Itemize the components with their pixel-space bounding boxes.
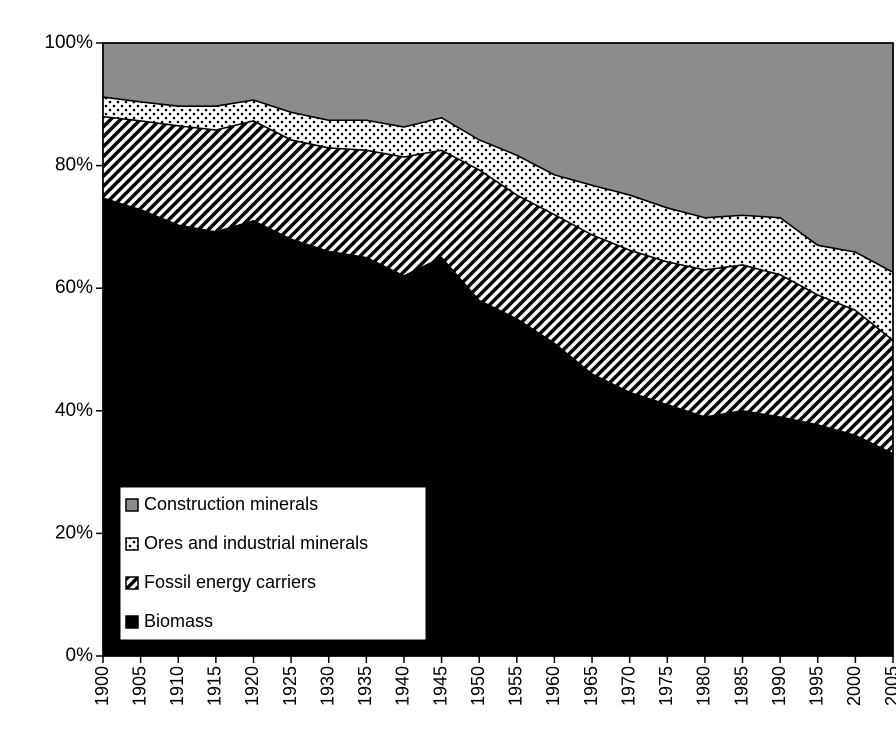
x-tick-label: 1905 <box>129 666 149 706</box>
x-tick-label: 2000 <box>844 666 864 706</box>
x-tick-label: 1980 <box>694 666 714 706</box>
legend-swatch <box>125 615 139 629</box>
y-tick-label: 60% <box>55 277 93 298</box>
x-tick-label: 1985 <box>731 666 751 706</box>
x-tick-label: 1930 <box>317 666 337 706</box>
x-tick-label: 1950 <box>468 666 488 706</box>
x-tick-label: 1975 <box>656 666 676 706</box>
x-tick-label: 1910 <box>167 666 187 706</box>
legend-label: Biomass <box>144 611 213 631</box>
legend-swatch <box>125 498 139 512</box>
legend-swatch <box>125 537 139 551</box>
legend-label: Construction minerals <box>144 494 318 514</box>
x-tick-label: 1920 <box>242 666 262 706</box>
x-tick-label: 1995 <box>807 666 827 706</box>
y-tick-label: 20% <box>55 522 93 543</box>
y-tick-label: 100% <box>44 32 93 53</box>
x-tick-label: 1960 <box>543 666 563 706</box>
x-tick-label: 1955 <box>506 666 526 706</box>
legend-label: Fossil energy carriers <box>144 572 316 592</box>
y-tick-label: 0% <box>66 645 94 666</box>
x-tick-label: 1915 <box>205 666 225 706</box>
x-tick-label: 1925 <box>280 666 300 706</box>
legend-label: Ores and industrial minerals <box>144 533 368 553</box>
x-tick-label: 1945 <box>430 666 450 706</box>
x-tick-label: 1900 <box>92 666 112 706</box>
y-tick-label: 40% <box>55 400 93 421</box>
plot-frame <box>102 42 894 657</box>
x-tick-label: 1990 <box>769 666 789 706</box>
x-tick-label: 2005 <box>882 666 896 706</box>
legend: Construction minerals Ores and industrial… <box>119 486 427 641</box>
x-tick-label: 1940 <box>393 666 413 706</box>
x-tick-label: 1935 <box>355 666 375 706</box>
x-tick-label: 1970 <box>618 666 638 706</box>
x-tick-label: 1965 <box>581 666 601 706</box>
legend-swatch <box>125 576 139 590</box>
y-tick-label: 80% <box>55 155 93 176</box>
legend-box <box>119 486 427 641</box>
